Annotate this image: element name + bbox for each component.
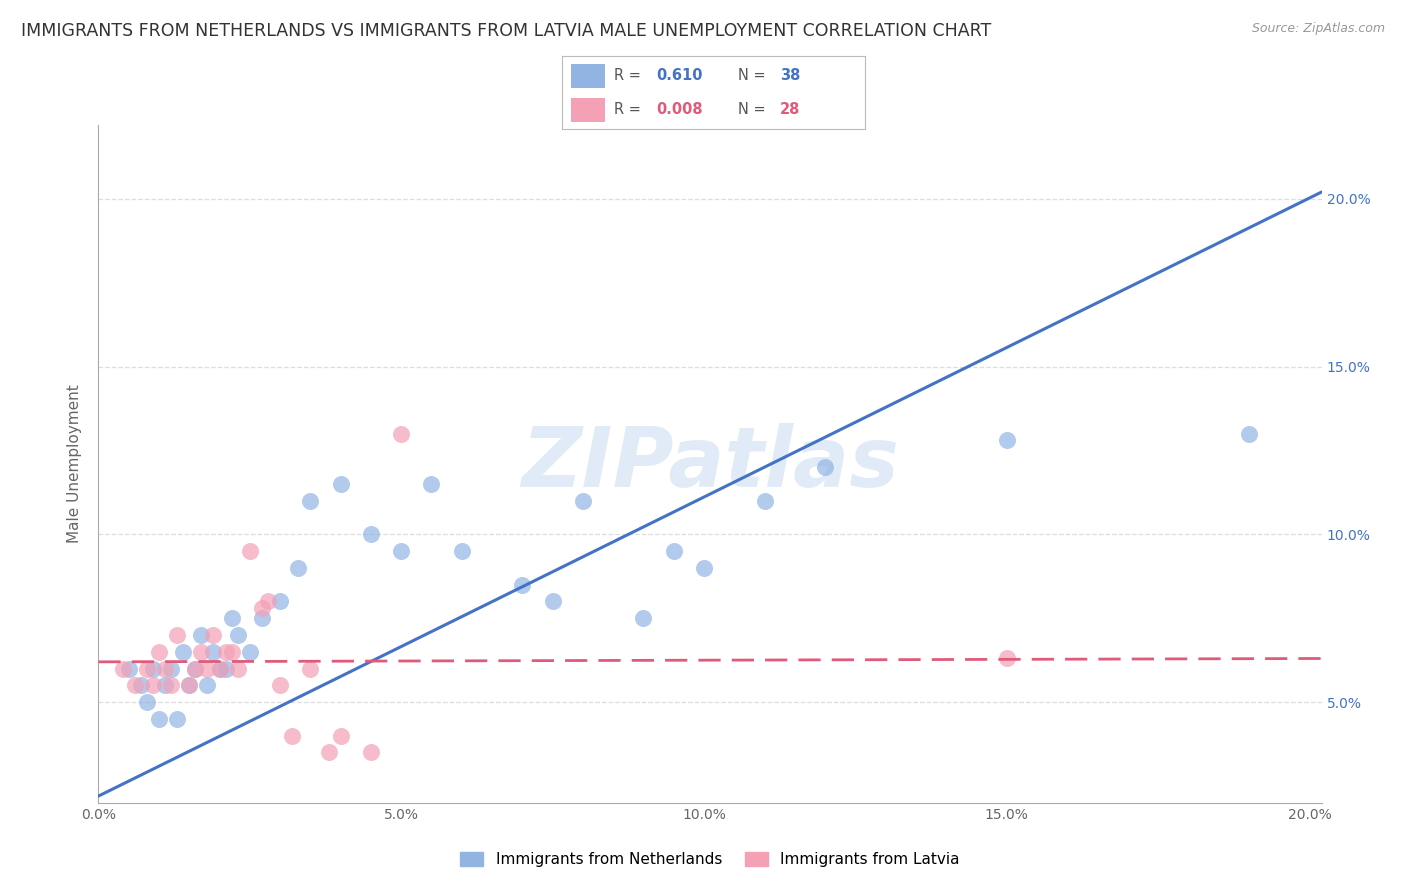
Point: [226, 628, 249, 642]
Point: [135, 695, 157, 709]
Point: [135, 662, 157, 676]
Point: [179, 678, 201, 692]
Bar: [571, 98, 605, 122]
Point: [148, 712, 170, 726]
Point: [814, 460, 837, 475]
Point: [142, 678, 165, 692]
Point: [153, 678, 176, 692]
Point: [269, 594, 291, 608]
Point: [166, 712, 188, 726]
Text: N =: N =: [738, 102, 770, 117]
Point: [179, 678, 201, 692]
Text: 38: 38: [780, 68, 800, 83]
Point: [172, 645, 194, 659]
Text: 0.008: 0.008: [657, 102, 703, 117]
Point: [257, 594, 280, 608]
Legend: Immigrants from Netherlands, Immigrants from Latvia: Immigrants from Netherlands, Immigrants …: [454, 846, 966, 873]
Point: [124, 678, 146, 692]
Point: [389, 426, 412, 441]
Point: [389, 544, 412, 558]
Text: ZIPatlas: ZIPatlas: [522, 424, 898, 504]
Point: [995, 434, 1018, 448]
Point: [221, 645, 243, 659]
Point: [360, 746, 382, 760]
Point: [148, 645, 170, 659]
Point: [250, 601, 273, 615]
Point: [197, 678, 219, 692]
Point: [208, 662, 231, 676]
Point: [190, 645, 212, 659]
Point: [184, 662, 207, 676]
Point: [111, 662, 134, 676]
Bar: [571, 63, 605, 87]
Y-axis label: Male Unemployment: Male Unemployment: [67, 384, 83, 543]
Point: [360, 527, 382, 541]
Point: [197, 662, 219, 676]
Text: Source: ZipAtlas.com: Source: ZipAtlas.com: [1251, 22, 1385, 36]
Point: [572, 493, 595, 508]
Point: [250, 611, 273, 625]
Point: [160, 678, 183, 692]
Point: [160, 662, 183, 676]
Text: IMMIGRANTS FROM NETHERLANDS VS IMMIGRANTS FROM LATVIA MALE UNEMPLOYMENT CORRELAT: IMMIGRANTS FROM NETHERLANDS VS IMMIGRANT…: [21, 22, 991, 40]
Point: [450, 544, 472, 558]
Point: [329, 729, 352, 743]
Text: N =: N =: [738, 68, 770, 83]
Point: [166, 628, 188, 642]
Point: [995, 651, 1018, 665]
Text: 0.610: 0.610: [657, 68, 703, 83]
Point: [420, 477, 443, 491]
Point: [190, 628, 212, 642]
Point: [281, 729, 304, 743]
Point: [118, 662, 141, 676]
Point: [754, 493, 776, 508]
Text: R =: R =: [614, 102, 645, 117]
Point: [269, 678, 291, 692]
Text: R =: R =: [614, 68, 645, 83]
Point: [299, 662, 322, 676]
Point: [662, 544, 685, 558]
Point: [202, 628, 225, 642]
Point: [239, 544, 262, 558]
Point: [287, 561, 309, 575]
Point: [693, 561, 716, 575]
Point: [318, 746, 340, 760]
Point: [214, 662, 236, 676]
Point: [239, 645, 262, 659]
Point: [1237, 426, 1260, 441]
Point: [226, 662, 249, 676]
Point: [129, 678, 152, 692]
Point: [221, 611, 243, 625]
Point: [208, 662, 231, 676]
Point: [633, 611, 655, 625]
Point: [184, 662, 207, 676]
Point: [153, 662, 176, 676]
Point: [510, 577, 533, 591]
Point: [329, 477, 352, 491]
Point: [202, 645, 225, 659]
Point: [214, 645, 236, 659]
Point: [541, 594, 564, 608]
Text: 28: 28: [780, 102, 800, 117]
Point: [142, 662, 165, 676]
Point: [299, 493, 322, 508]
